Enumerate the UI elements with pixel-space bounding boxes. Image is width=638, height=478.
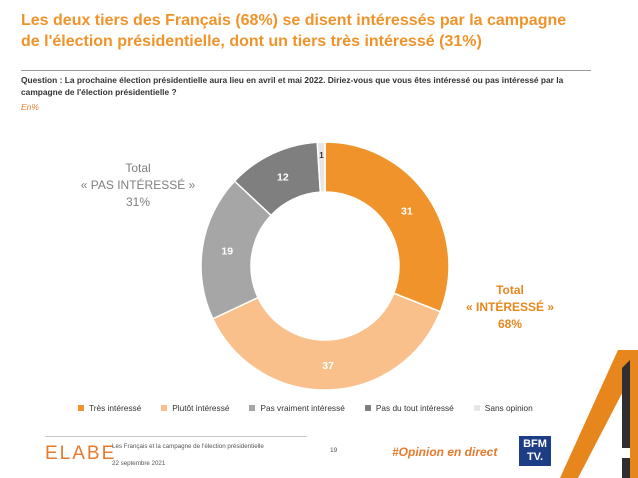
bfmtv-logo-line2: TV. xyxy=(526,451,544,463)
legend-swatch-3 xyxy=(249,405,256,411)
total-not-interested-title: « PAS INTÉRESSÉ » xyxy=(80,178,196,192)
survey-question: Question : La prochaine élection préside… xyxy=(21,75,564,97)
donut-data-label-5: 1 xyxy=(319,151,324,160)
legend-item-4: Pas du tout intéressé xyxy=(364,403,454,413)
slide-title: Les deux tiers des Français (68%) se dis… xyxy=(21,12,567,50)
legend-swatch-5 xyxy=(473,405,480,411)
elabe-logo: ELABE xyxy=(45,443,117,464)
title-divider xyxy=(21,70,591,71)
legend-label-3: Pas vraiment intéressé xyxy=(260,403,345,413)
legend-item-2: Plutôt intéressé xyxy=(161,403,229,413)
unit-note: En% xyxy=(21,102,39,112)
donut-data-label-4: 12 xyxy=(277,171,289,183)
donut-slice-5 xyxy=(316,141,326,193)
footer-divider xyxy=(45,436,307,437)
hashtag: #Opinion en direct xyxy=(392,445,498,459)
legend-label-5: Sans opinion xyxy=(484,403,533,413)
total-interested: Total « INTÉRESSÉ » 68% xyxy=(445,282,575,333)
legend-item-5: Sans opinion xyxy=(473,403,533,413)
legend-swatch-4 xyxy=(364,405,371,411)
bfmtv-logo-line1: BFM xyxy=(523,438,547,450)
footer-date: 22 septembre 2021 xyxy=(112,460,166,467)
total-interested-value: 68% xyxy=(497,317,523,331)
total-not-interested-value: 31% xyxy=(125,195,151,209)
legend-label-4: Pas du tout intéressé xyxy=(375,403,454,413)
footer-study-title: Les Français et la campagne de l'électio… xyxy=(112,443,264,450)
legend-swatch-1 xyxy=(78,405,84,411)
donut-data-label-2: 37 xyxy=(322,360,334,372)
donut-data-label-3: 19 xyxy=(221,246,233,258)
legend-item-1: Très intéressé xyxy=(78,403,141,413)
legend-label-1: Très intéressé xyxy=(89,403,142,413)
donut-data-label-1: 31 xyxy=(401,205,413,217)
chart-legend: Très intéressé Plutôt intéressé Pas vraime… xyxy=(78,403,578,413)
brand-mark-icon xyxy=(560,350,638,478)
legend-swatch-2 xyxy=(161,405,168,411)
total-interested-label: Total xyxy=(496,283,524,297)
total-not-interested-label: Total xyxy=(125,161,151,175)
total-interested-title: « INTÉRESSÉ » xyxy=(465,300,555,314)
page-number: 19 xyxy=(330,447,338,454)
donut-slice-1 xyxy=(324,141,450,313)
donut-slice-2 xyxy=(211,292,442,391)
legend-item-3: Pas vraiment intéressé xyxy=(249,403,345,413)
legend-label-2: Plutôt intéressé xyxy=(172,403,230,413)
bfmtv-logo: BFM TV. xyxy=(519,436,551,466)
total-not-interested: Total « PAS INTÉRESSÉ » 31% xyxy=(68,160,208,211)
